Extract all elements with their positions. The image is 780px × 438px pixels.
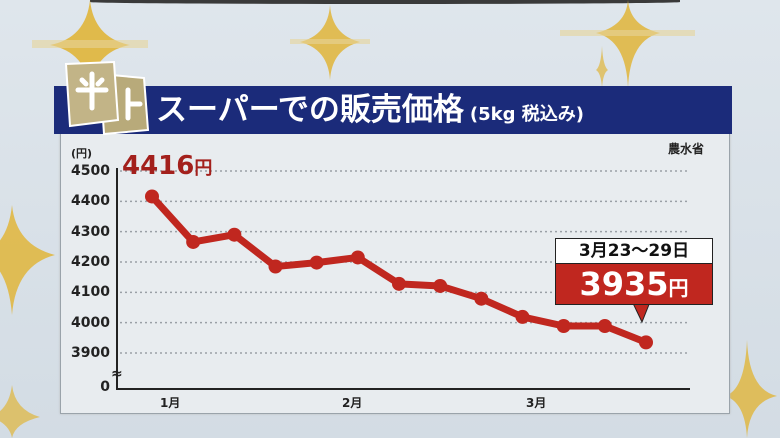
callout-unit: 円 xyxy=(668,276,689,300)
sparkle-icon xyxy=(560,0,695,88)
title-main-text: スーパーでの販売価格 xyxy=(156,92,464,128)
sparkle-icon xyxy=(32,0,148,90)
data-point xyxy=(515,309,530,324)
title-subtitle: (5kg 税込み) xyxy=(469,104,584,125)
sparkle-icon xyxy=(725,340,777,438)
top-edge xyxy=(90,0,680,4)
data-point xyxy=(556,319,571,334)
x-tick: 3月 xyxy=(526,396,547,410)
data-point xyxy=(309,255,324,270)
y-axis-unit: (円) xyxy=(71,147,93,160)
y-tick: 4400 xyxy=(71,193,110,209)
first-value-unit: 円 xyxy=(194,158,213,179)
data-point xyxy=(227,227,242,242)
data-point xyxy=(433,278,448,293)
callout-value-box: 3935円 xyxy=(555,264,713,305)
y-tick: 4000 xyxy=(71,315,110,331)
data-point xyxy=(145,189,159,204)
first-value: 4416 xyxy=(122,151,195,181)
y-tick: 4200 xyxy=(71,254,110,270)
y-tick: 4500 xyxy=(71,163,110,179)
latest-value-callout: 3月23〜29日 3935円 xyxy=(555,238,713,305)
sparkle-icon xyxy=(0,205,55,315)
x-tick: 2月 xyxy=(342,396,363,410)
data-point xyxy=(350,250,365,265)
data-point xyxy=(186,234,201,249)
first-value-label: 4416円 xyxy=(122,151,212,184)
callout-value: 3935 xyxy=(579,265,669,303)
data-point xyxy=(268,259,283,274)
x-tick: 1月 xyxy=(160,396,181,410)
data-point xyxy=(392,276,406,291)
y-tick: 4100 xyxy=(71,284,110,300)
data-point xyxy=(474,291,489,306)
title-bar: スーパーでの販売価格 (5kg 税込み) xyxy=(54,86,732,134)
data-point xyxy=(639,335,653,350)
axis-break-icon: ≈ xyxy=(111,366,123,382)
sparkle-icon xyxy=(0,385,40,438)
data-points xyxy=(145,189,653,350)
source-label: 農水省 xyxy=(668,142,705,156)
y-tick: 0 xyxy=(100,379,110,395)
y-tick: 4300 xyxy=(71,224,110,240)
rice-bag-icon xyxy=(64,60,150,136)
y-tick: 3900 xyxy=(71,345,110,361)
chart-title: スーパーでの販売価格 (5kg 税込み) xyxy=(156,90,584,135)
callout-date: 3月23〜29日 xyxy=(555,238,713,264)
data-point xyxy=(597,319,612,334)
sparkle-icon xyxy=(290,5,370,80)
